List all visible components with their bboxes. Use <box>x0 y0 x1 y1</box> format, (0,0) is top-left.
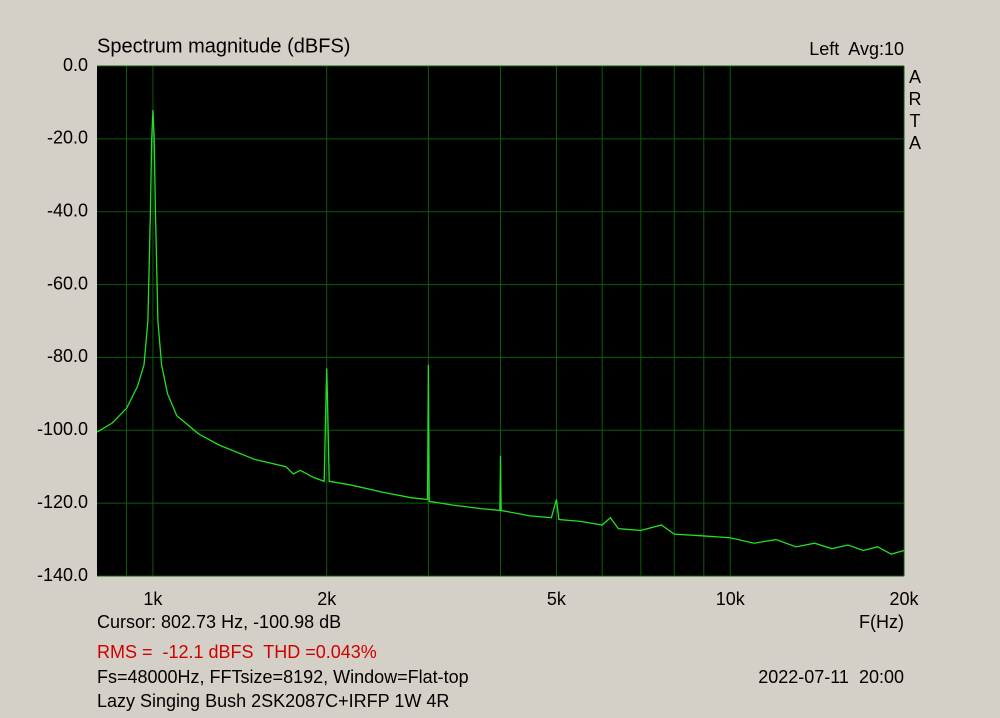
chart-title: Spectrum magnitude (dBFS) <box>97 35 350 57</box>
y-tick-label: -40.0 <box>47 200 88 220</box>
y-tick-label: -140.0 <box>37 565 88 585</box>
y-tick-label: -120.0 <box>37 492 88 512</box>
x-tick-label: 10k <box>716 589 746 609</box>
x-tick-label: 1k <box>143 589 163 609</box>
y-tick-label: -60.0 <box>47 273 88 293</box>
x-axis-label: F(Hz) <box>859 612 904 632</box>
channel-label: Left Avg:10 <box>809 39 904 59</box>
brand: ARTA <box>908 67 922 153</box>
y-tick-label: -80.0 <box>47 346 88 366</box>
settings: Fs=48000Hz, FFTsize=8192, Window=Flat-to… <box>97 667 469 687</box>
spectrum-line <box>96 110 905 555</box>
y-tick-label: 0.0 <box>63 55 88 75</box>
y-tick-label: -20.0 <box>47 128 88 148</box>
x-tick-label: 2k <box>317 589 337 609</box>
device: Lazy Singing Bush 2SK2087C+IRFP 1W 4R <box>97 691 449 711</box>
x-tick-label: 5k <box>547 589 567 609</box>
x-tick-label: 20k <box>889 589 919 609</box>
y-tick-label: -100.0 <box>37 419 88 439</box>
date: 2022-07-11 20:00 <box>758 667 904 687</box>
cursor-readout: Cursor: 802.73 Hz, -100.98 dB <box>97 612 341 632</box>
measurement: RMS = -12.1 dBFS THD =0.043% <box>97 642 377 662</box>
